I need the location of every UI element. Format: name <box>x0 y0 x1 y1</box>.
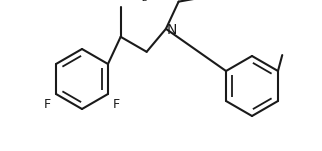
Text: F: F <box>44 98 51 111</box>
Text: F: F <box>113 98 120 111</box>
Text: NH$_2$: NH$_2$ <box>123 0 148 4</box>
Text: N: N <box>167 23 177 37</box>
